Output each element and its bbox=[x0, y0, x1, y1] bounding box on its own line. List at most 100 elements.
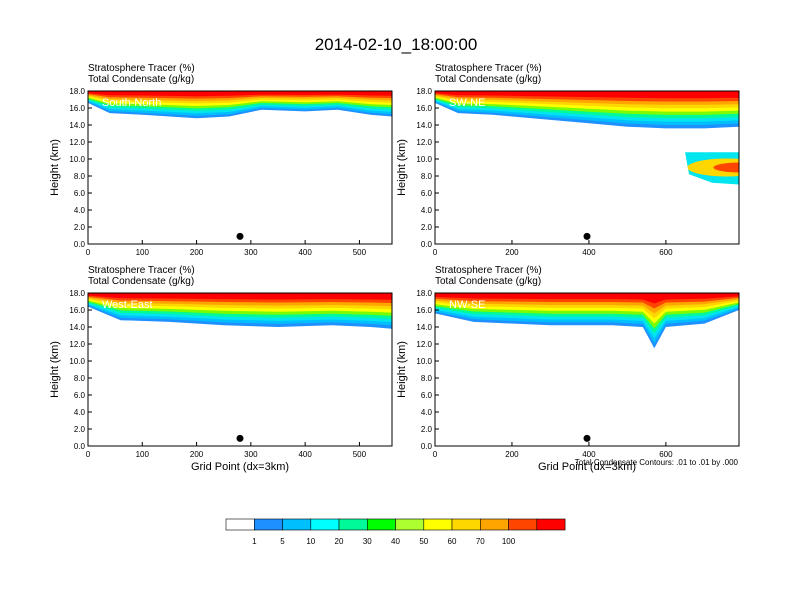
y-tick-label: 18.0 bbox=[416, 289, 432, 298]
y-tick-label: 0.0 bbox=[74, 240, 86, 249]
x-tick-label: 200 bbox=[190, 248, 204, 257]
tracer-field bbox=[88, 91, 392, 119]
colorbar-label: 40 bbox=[391, 537, 400, 546]
y-axis-label: Height (km) bbox=[49, 341, 61, 398]
colorbar-label: 70 bbox=[476, 537, 485, 546]
location-marker bbox=[236, 434, 244, 442]
panel-name: West-East bbox=[102, 299, 153, 311]
y-axis-label: Height (km) bbox=[396, 341, 408, 398]
y-tick-label: 14.0 bbox=[69, 121, 85, 130]
x-axis-label: Grid Point (dx=3km) bbox=[538, 461, 636, 473]
tracer-band-10 bbox=[435, 91, 739, 99]
x-tick-label: 100 bbox=[136, 248, 150, 257]
panel-west-east: West-East Stratosphere Tracer (%)Total Co… bbox=[49, 265, 393, 473]
colorbar-swatch bbox=[423, 518, 453, 531]
tracer-plume-peak bbox=[713, 162, 739, 173]
y-tick-label: 2.0 bbox=[74, 425, 86, 434]
plot-frame bbox=[434, 292, 740, 447]
colorbar-label: 60 bbox=[448, 537, 457, 546]
colorbar: 1 5 10 20 30 40 50 60 70 100 bbox=[225, 518, 566, 546]
label-tracer: Stratosphere Tracer (%) bbox=[435, 265, 542, 276]
y-tick-label: 8.0 bbox=[421, 172, 433, 181]
y-tick-label: 18.0 bbox=[416, 87, 432, 96]
colorbar-swatch bbox=[225, 518, 255, 531]
colorbar-label: 20 bbox=[335, 537, 344, 546]
y-tick-label: 10.0 bbox=[69, 357, 85, 366]
x-tick-label: 400 bbox=[298, 248, 312, 257]
x-tick-label: 200 bbox=[190, 450, 204, 459]
y-tick-label: 0.0 bbox=[421, 442, 433, 451]
y-tick-label: 18.0 bbox=[69, 289, 85, 298]
location-marker bbox=[583, 232, 591, 240]
x-tick-label: 0 bbox=[433, 450, 438, 459]
colorbar-swatch bbox=[254, 518, 283, 531]
y-tick-label: 6.0 bbox=[421, 189, 433, 198]
y-axis-label: Height (km) bbox=[49, 139, 61, 196]
x-axis-label: Grid Point (dx=3km) bbox=[191, 461, 289, 473]
panel-name: SW-NE bbox=[449, 97, 485, 109]
tracer-band-10 bbox=[88, 293, 392, 300]
y-tick-label: 12.0 bbox=[416, 138, 432, 147]
colorbar-swatch bbox=[310, 518, 340, 531]
x-tick-label: 100 bbox=[136, 450, 150, 459]
location-marker bbox=[583, 434, 591, 442]
y-tick-label: 10.0 bbox=[416, 357, 432, 366]
x-tick-label: 0 bbox=[86, 248, 91, 257]
colorbar-label: 100 bbox=[502, 537, 516, 546]
x-tick-label: 600 bbox=[659, 450, 673, 459]
y-tick-label: 10.0 bbox=[69, 155, 85, 164]
colorbar-swatch bbox=[366, 518, 396, 531]
y-tick-label: 14.0 bbox=[416, 121, 432, 130]
y-tick-label: 0.0 bbox=[421, 240, 433, 249]
y-tick-label: 0.0 bbox=[74, 442, 86, 451]
y-tick-label: 6.0 bbox=[421, 391, 433, 400]
y-axis-label: Height (km) bbox=[396, 139, 408, 196]
panel-south-north: South-North Stratosphere Tracer (%)Total … bbox=[49, 63, 393, 257]
y-tick-label: 16.0 bbox=[416, 104, 432, 113]
y-tick-label: 18.0 bbox=[69, 87, 85, 96]
x-tick-label: 200 bbox=[505, 248, 519, 257]
y-tick-label: 4.0 bbox=[74, 408, 86, 417]
colorbar-swatch bbox=[395, 518, 425, 531]
y-tick-label: 2.0 bbox=[74, 223, 86, 232]
y-tick-label: 8.0 bbox=[74, 172, 86, 181]
y-tick-label: 6.0 bbox=[74, 189, 86, 198]
panel-name: NW-SE bbox=[449, 299, 485, 311]
y-tick-label: 4.0 bbox=[74, 206, 86, 215]
plot-frame bbox=[87, 292, 393, 447]
x-tick-label: 400 bbox=[298, 450, 312, 459]
x-tick-label: 600 bbox=[659, 248, 673, 257]
colorbar-label: 50 bbox=[419, 537, 428, 546]
plot-frame bbox=[434, 90, 740, 245]
y-tick-label: 14.0 bbox=[416, 323, 432, 332]
y-tick-label: 6.0 bbox=[74, 391, 86, 400]
colorbar-swatch bbox=[508, 518, 538, 531]
y-tick-label: 8.0 bbox=[74, 374, 86, 383]
y-tick-label: 16.0 bbox=[69, 104, 85, 113]
y-tick-label: 12.0 bbox=[416, 340, 432, 349]
panel-name: South-North bbox=[102, 97, 161, 109]
y-tick-label: 4.0 bbox=[421, 408, 433, 417]
colorbar-swatch bbox=[451, 518, 481, 531]
colorbar-swatch bbox=[479, 518, 509, 531]
x-tick-label: 0 bbox=[86, 450, 91, 459]
plot-frame bbox=[87, 90, 393, 245]
y-tick-label: 12.0 bbox=[69, 340, 85, 349]
label-condensate: Total Condensate (g/kg) bbox=[88, 74, 194, 85]
panel-nw-se: NW-SE Stratosphere Tracer (%)Total Conden… bbox=[396, 265, 740, 473]
y-tick-label: 4.0 bbox=[421, 206, 433, 215]
y-tick-label: 2.0 bbox=[421, 425, 433, 434]
colorbar-label: 30 bbox=[363, 537, 372, 546]
colorbar-label: 10 bbox=[306, 537, 315, 546]
x-tick-label: 300 bbox=[244, 248, 258, 257]
label-condensate: Total Condensate (g/kg) bbox=[435, 276, 541, 287]
x-tick-label: 200 bbox=[505, 450, 519, 459]
tracer-band-10 bbox=[435, 293, 739, 304]
colorbar-label: 1 bbox=[252, 537, 257, 546]
label-tracer: Stratosphere Tracer (%) bbox=[88, 265, 195, 276]
colorbar-swatch bbox=[338, 518, 368, 531]
label-tracer: Stratosphere Tracer (%) bbox=[435, 63, 542, 74]
y-tick-label: 12.0 bbox=[69, 138, 85, 147]
